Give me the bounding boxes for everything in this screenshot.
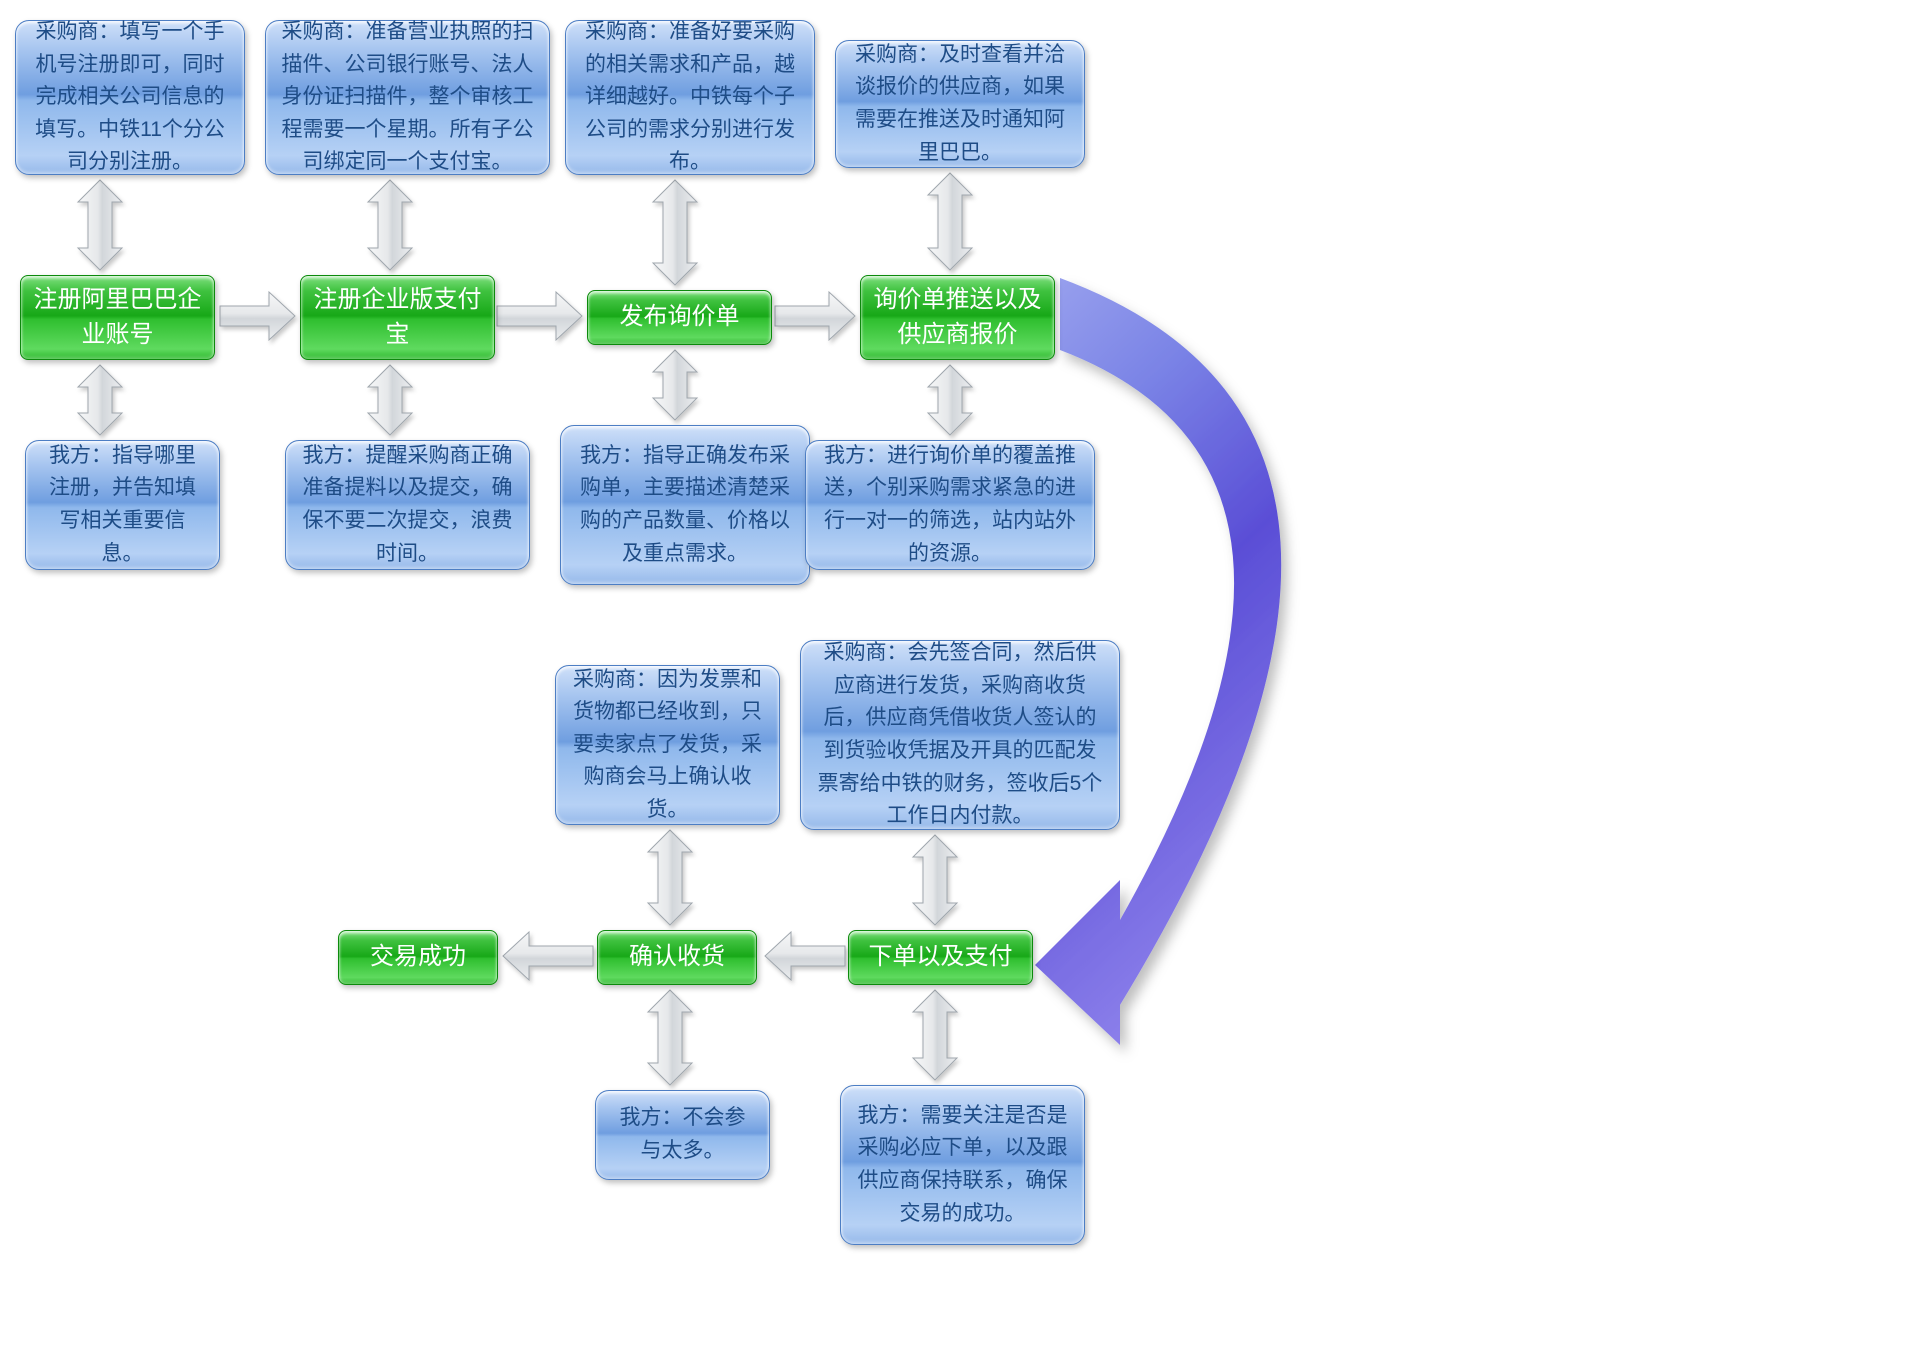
note-text: 采购商：因为发票和货物都已经收到，只要卖家点了发货，采购商会马上确认收货。 <box>570 664 765 827</box>
note-text: 我方：进行询价单的覆盖推送，个别采购需求紧急的进行一对一的筛选，站内站外的资源。 <box>820 440 1080 570</box>
arrow-vdouble-1 <box>78 365 122 435</box>
arrow-vdouble-10 <box>648 830 692 925</box>
note-n3b: 我方：指导正确发布采购单，主要描述清楚采购的产品数量、价格以及重点需求。 <box>560 425 810 585</box>
step-s4: 询价单推送以及供应商报价 <box>860 275 1055 360</box>
note-text: 采购商：填写一个手机号注册即可，同时完成相关公司信息的填写。中铁11个分公司分别… <box>30 16 230 179</box>
arrow-vdouble-4 <box>653 180 697 285</box>
note-n1b: 我方：指导哪里注册，并告知填写相关重要信息。 <box>25 440 220 570</box>
arrow-vdouble-3 <box>368 365 412 435</box>
note-text: 我方：不会参与太多。 <box>610 1102 755 1167</box>
note-text: 我方：指导哪里注册，并告知填写相关重要信息。 <box>40 440 205 570</box>
step-label: 询价单推送以及供应商报价 <box>871 283 1044 353</box>
step-s3: 发布询价单 <box>587 290 772 345</box>
arrow-right-0 <box>220 292 295 340</box>
flowchart-canvas: 注册阿里巴巴企业账号 注册企业版支付宝 发布询价单 询价单推送以及供应商报价下单以及支… <box>0 0 1920 1358</box>
note-n6t: 采购商：因为发票和货物都已经收到，只要卖家点了发货，采购商会马上确认收货。 <box>555 665 780 825</box>
arrow-right-1 <box>497 292 582 340</box>
step-s5: 下单以及支付 <box>848 930 1033 985</box>
note-n1t: 采购商：填写一个手机号注册即可，同时完成相关公司信息的填写。中铁11个分公司分别… <box>15 20 245 175</box>
step-label: 发布询价单 <box>620 300 740 335</box>
note-text: 我方：指导正确发布采购单，主要描述清楚采购的产品数量、价格以及重点需求。 <box>575 440 795 570</box>
note-n5b: 我方：需要关注是否是采购必应下单，以及跟供应商保持联系，确保交易的成功。 <box>840 1085 1085 1245</box>
note-text: 采购商：及时查看并洽谈报价的供应商，如果需要在推送及时通知阿里巴巴。 <box>850 39 1070 169</box>
arrow-vdouble-5 <box>653 350 697 420</box>
step-s1: 注册阿里巴巴企业账号 <box>20 275 215 360</box>
note-text: 我方：需要关注是否是采购必应下单，以及跟供应商保持联系，确保交易的成功。 <box>855 1100 1070 1230</box>
note-n2b: 我方：提醒采购商正确准备提料以及提交，确保不要二次提交，浪费时间。 <box>285 440 530 570</box>
step-label: 注册阿里巴巴企业账号 <box>31 283 204 353</box>
arrow-vdouble-7 <box>928 365 972 435</box>
note-n3t: 采购商：准备好要采购的相关需求和产品，越详细越好。中铁每个子公司的需求分别进行发… <box>565 20 815 175</box>
arrow-vdouble-9 <box>913 990 957 1080</box>
note-text: 采购商：会先签合同，然后供应商进行发货，采购商收货后，供应商凭借收货人签认的到货… <box>815 637 1105 832</box>
note-text: 我方：提醒采购商正确准备提料以及提交，确保不要二次提交，浪费时间。 <box>300 440 515 570</box>
arrow-vdouble-8 <box>913 835 957 925</box>
arrow-right-2 <box>775 292 855 340</box>
note-n2t: 采购商：准备营业执照的扫描件、公司银行账号、法人身份证扫描件，整个审核工程需要一… <box>265 20 550 175</box>
note-n6b: 我方：不会参与太多。 <box>595 1090 770 1180</box>
step-label: 注册企业版支付宝 <box>311 283 484 353</box>
step-label: 下单以及支付 <box>869 940 1013 975</box>
note-text: 采购商：准备好要采购的相关需求和产品，越详细越好。中铁每个子公司的需求分别进行发… <box>580 16 800 179</box>
note-n5t: 采购商：会先签合同，然后供应商进行发货，采购商收货后，供应商凭借收货人签认的到货… <box>800 640 1120 830</box>
arrow-vdouble-11 <box>648 990 692 1085</box>
arrow-vdouble-2 <box>368 180 412 270</box>
note-text: 采购商：准备营业执照的扫描件、公司银行账号、法人身份证扫描件，整个审核工程需要一… <box>280 16 535 179</box>
arrow-left-1 <box>503 932 593 980</box>
arrow-vdouble-6 <box>928 173 972 270</box>
arrow-vdouble-0 <box>78 180 122 270</box>
step-label: 交易成功 <box>370 940 466 975</box>
arrow-left-0 <box>765 932 845 980</box>
step-s2: 注册企业版支付宝 <box>300 275 495 360</box>
step-s6: 确认收货 <box>597 930 757 985</box>
note-n4b: 我方：进行询价单的覆盖推送，个别采购需求紧急的进行一对一的筛选，站内站外的资源。 <box>805 440 1095 570</box>
step-s7: 交易成功 <box>338 930 498 985</box>
step-label: 确认收货 <box>629 940 725 975</box>
note-n4t: 采购商：及时查看并洽谈报价的供应商，如果需要在推送及时通知阿里巴巴。 <box>835 40 1085 168</box>
